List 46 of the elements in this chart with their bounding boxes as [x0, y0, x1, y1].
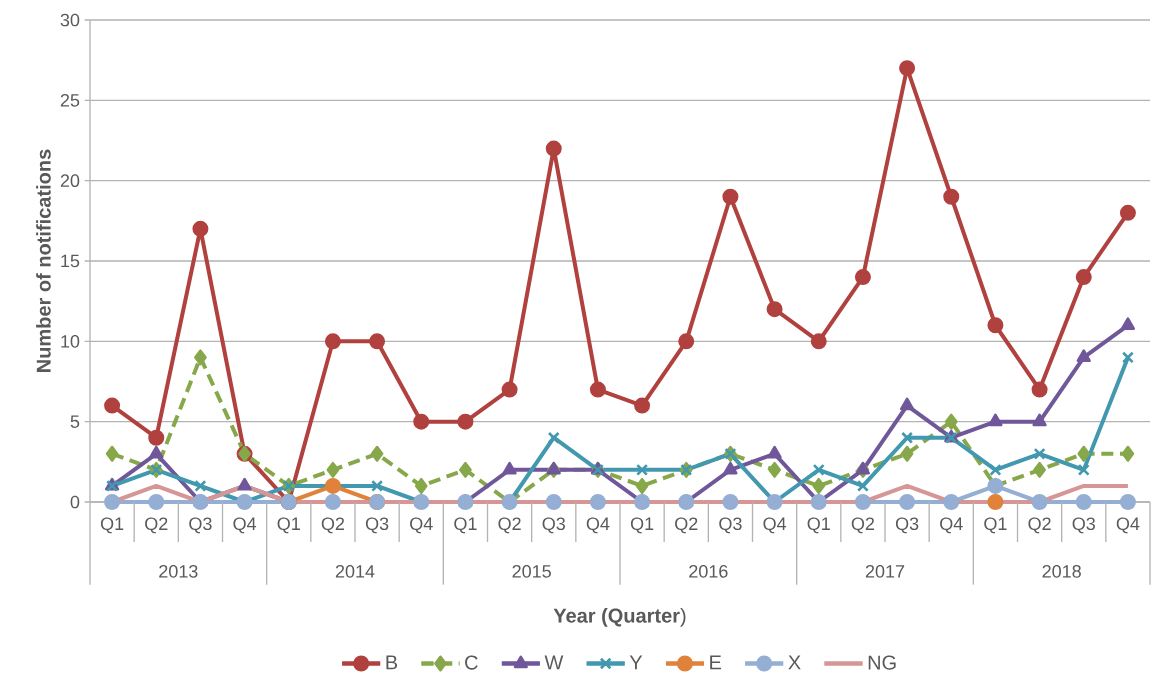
- text: 2016: [689, 564, 728, 578]
- y-tick-label: 5: [70, 415, 80, 428]
- x-axis-title: Year (Quarter): [553, 608, 686, 627]
- y-tick-label: 20: [60, 174, 80, 188]
- x-tick-label: Q2: [675, 517, 698, 534]
- x-tick-label: Q1: [454, 517, 477, 534]
- x-tick-label: Q1: [807, 517, 830, 534]
- text: 2013: [159, 564, 198, 578]
- y-tick-label: 0: [70, 495, 80, 509]
- x-tick-label: Q3: [365, 517, 389, 534]
- x-tick-label: Q2: [498, 517, 521, 534]
- x-tick-label: Q1: [630, 517, 654, 534]
- x-tick-label: Q3: [1072, 517, 1095, 534]
- legend-label: W: [544, 655, 564, 670]
- legend-label: NG: [868, 655, 896, 670]
- y-tick-label: 30: [60, 13, 80, 27]
- x-tick-label: Q3: [189, 517, 212, 534]
- x-tick-label: Q1: [277, 517, 300, 534]
- x-tick-label: Q4: [763, 517, 787, 534]
- legend-label: B: [386, 655, 398, 670]
- x-tick-label: Q3: [895, 517, 919, 534]
- x-tick-label: Q3: [719, 517, 742, 534]
- y-tick-label: 15: [61, 254, 80, 268]
- x-tick-label: Q2: [1028, 517, 1051, 534]
- y-tick-label: 25: [60, 93, 80, 107]
- text: 2017: [865, 564, 905, 578]
- x-tick-label: Q1: [984, 517, 1007, 534]
- x-tick-label: Q2: [851, 517, 875, 534]
- legend-label: X: [788, 655, 801, 670]
- y-axis-title: Number of notifications: [36, 149, 51, 372]
- x-tick-label: Q4: [410, 517, 433, 534]
- legend-label: Y: [629, 655, 643, 670]
- text: 2015: [512, 564, 551, 578]
- x-tick-label: Q4: [586, 517, 610, 534]
- x-tick-label: Q2: [145, 517, 168, 534]
- legend-label: E: [710, 655, 722, 670]
- x-tick-label: Q3: [542, 517, 565, 534]
- y-tick-label: 10: [61, 334, 80, 348]
- x-tick-label: Q4: [940, 517, 963, 534]
- x-tick-label: Q2: [321, 517, 345, 534]
- x-tick-label: Q1: [100, 517, 124, 534]
- x-tick-label: Q4: [233, 517, 257, 534]
- legend-label: C: [465, 655, 478, 670]
- text: 2014: [335, 564, 375, 578]
- text: 2018: [1042, 564, 1081, 578]
- x-tick-label: Q4: [1116, 517, 1140, 534]
